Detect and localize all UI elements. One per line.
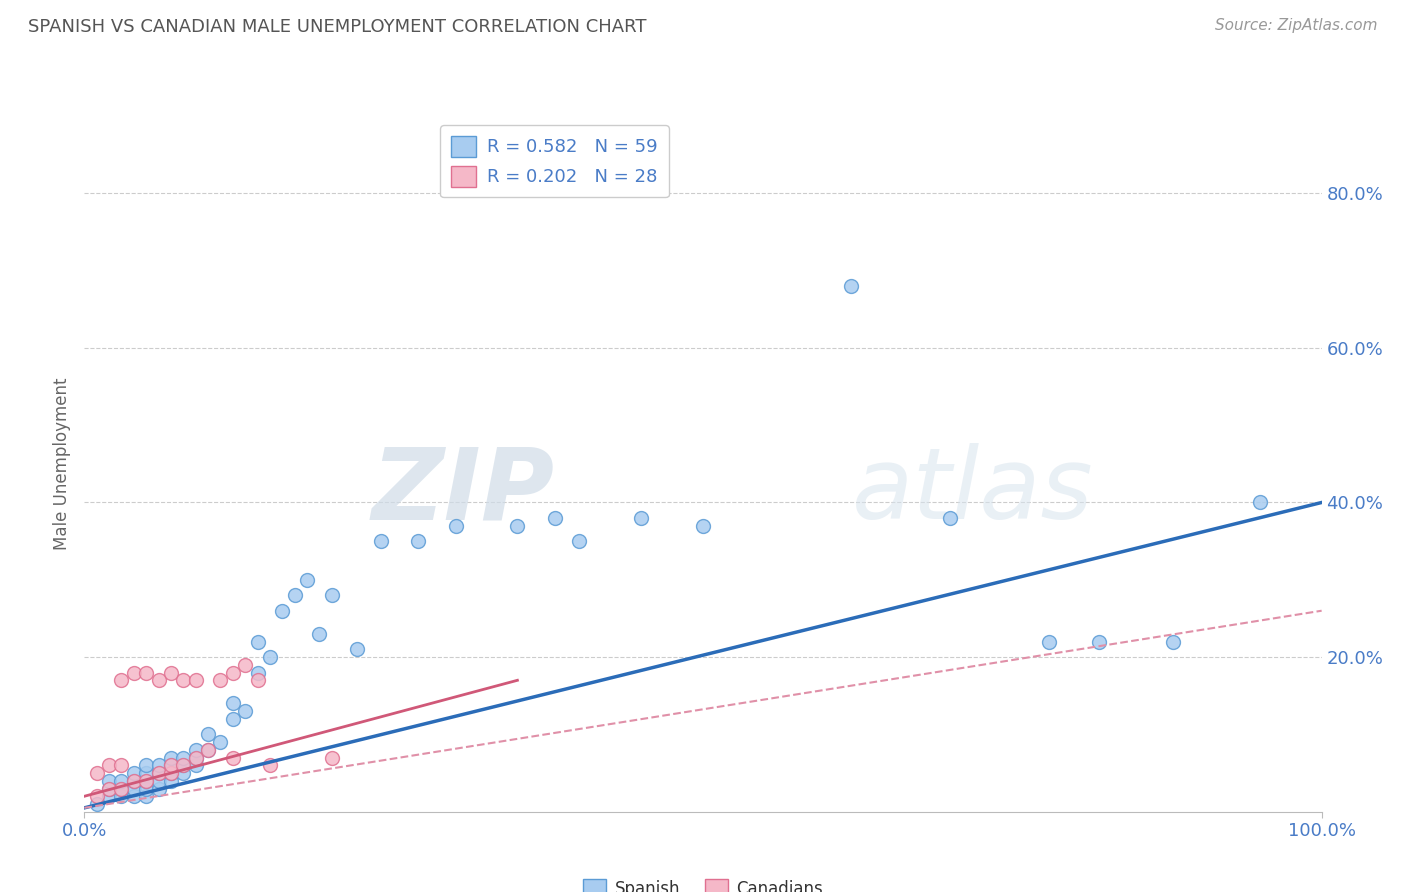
Point (246, 634, 269, 648)
Point (233, 704, 256, 718)
Point (122, 773, 145, 788)
Point (197, 743, 219, 757)
Point (172, 758, 194, 772)
Point (86, 789, 108, 804)
Point (135, 773, 157, 788)
Point (148, 766, 170, 780)
Point (172, 673, 194, 688)
Text: Source: ZipAtlas.com: Source: ZipAtlas.com (1215, 18, 1378, 33)
Point (148, 773, 170, 788)
Point (110, 781, 132, 796)
Point (408, 534, 430, 549)
Point (271, 604, 294, 618)
Point (184, 750, 207, 764)
Point (86, 797, 108, 811)
Point (209, 673, 232, 688)
Point (135, 665, 157, 680)
Point (135, 758, 157, 772)
Point (172, 750, 194, 764)
Point (197, 727, 219, 741)
Point (160, 766, 183, 780)
Point (1161, 634, 1184, 648)
Point (321, 750, 343, 764)
Point (197, 743, 219, 757)
Point (110, 673, 132, 688)
Point (233, 657, 256, 672)
Point (160, 773, 183, 788)
Text: SPANISH VS CANADIAN MALE UNEMPLOYMENT CORRELATION CHART: SPANISH VS CANADIAN MALE UNEMPLOYMENT CO… (28, 18, 647, 36)
Point (506, 518, 529, 533)
Point (110, 758, 132, 772)
Point (246, 673, 269, 688)
Point (222, 712, 245, 726)
Point (259, 758, 281, 772)
Point (160, 758, 183, 772)
Point (222, 665, 245, 680)
Point (346, 642, 368, 657)
Point (1038, 634, 1060, 648)
Point (308, 627, 330, 641)
Point (284, 588, 307, 602)
Point (172, 758, 194, 772)
Point (692, 518, 714, 533)
Point (630, 511, 652, 525)
Point (98, 781, 121, 796)
Point (135, 781, 157, 796)
Point (184, 673, 207, 688)
Point (86, 766, 108, 780)
Point (148, 766, 170, 780)
Point (98, 781, 121, 796)
Point (295, 573, 318, 587)
Point (1088, 634, 1111, 648)
Point (222, 697, 245, 711)
Point (148, 673, 170, 688)
Point (122, 773, 145, 788)
Point (110, 781, 132, 796)
Point (135, 766, 157, 780)
Point (160, 750, 183, 764)
Y-axis label: Male Unemployment: Male Unemployment (53, 377, 72, 550)
Point (172, 766, 194, 780)
Point (98, 773, 121, 788)
Point (841, 279, 863, 293)
Point (246, 665, 269, 680)
Point (321, 588, 343, 602)
Point (444, 518, 467, 533)
Text: atlas: atlas (852, 443, 1092, 541)
Point (110, 789, 132, 804)
Point (122, 766, 145, 780)
Point (568, 534, 591, 549)
Point (184, 750, 207, 764)
Point (222, 750, 245, 764)
Point (259, 650, 281, 665)
Point (148, 758, 170, 772)
Point (160, 758, 183, 772)
Point (209, 735, 232, 749)
Point (98, 789, 121, 804)
Point (160, 766, 183, 780)
Point (135, 773, 157, 788)
Point (122, 665, 145, 680)
Point (184, 758, 207, 772)
Point (135, 789, 157, 804)
Text: ZIP: ZIP (371, 443, 554, 541)
Point (148, 781, 170, 796)
Point (184, 743, 207, 757)
Point (939, 511, 962, 525)
Point (122, 781, 145, 796)
Point (1249, 495, 1271, 509)
Legend: Spanish, Canadians: Spanish, Canadians (576, 872, 830, 892)
Point (370, 534, 392, 549)
Point (98, 758, 121, 772)
Point (160, 665, 183, 680)
Point (543, 511, 565, 525)
Point (110, 773, 132, 788)
Point (122, 789, 145, 804)
